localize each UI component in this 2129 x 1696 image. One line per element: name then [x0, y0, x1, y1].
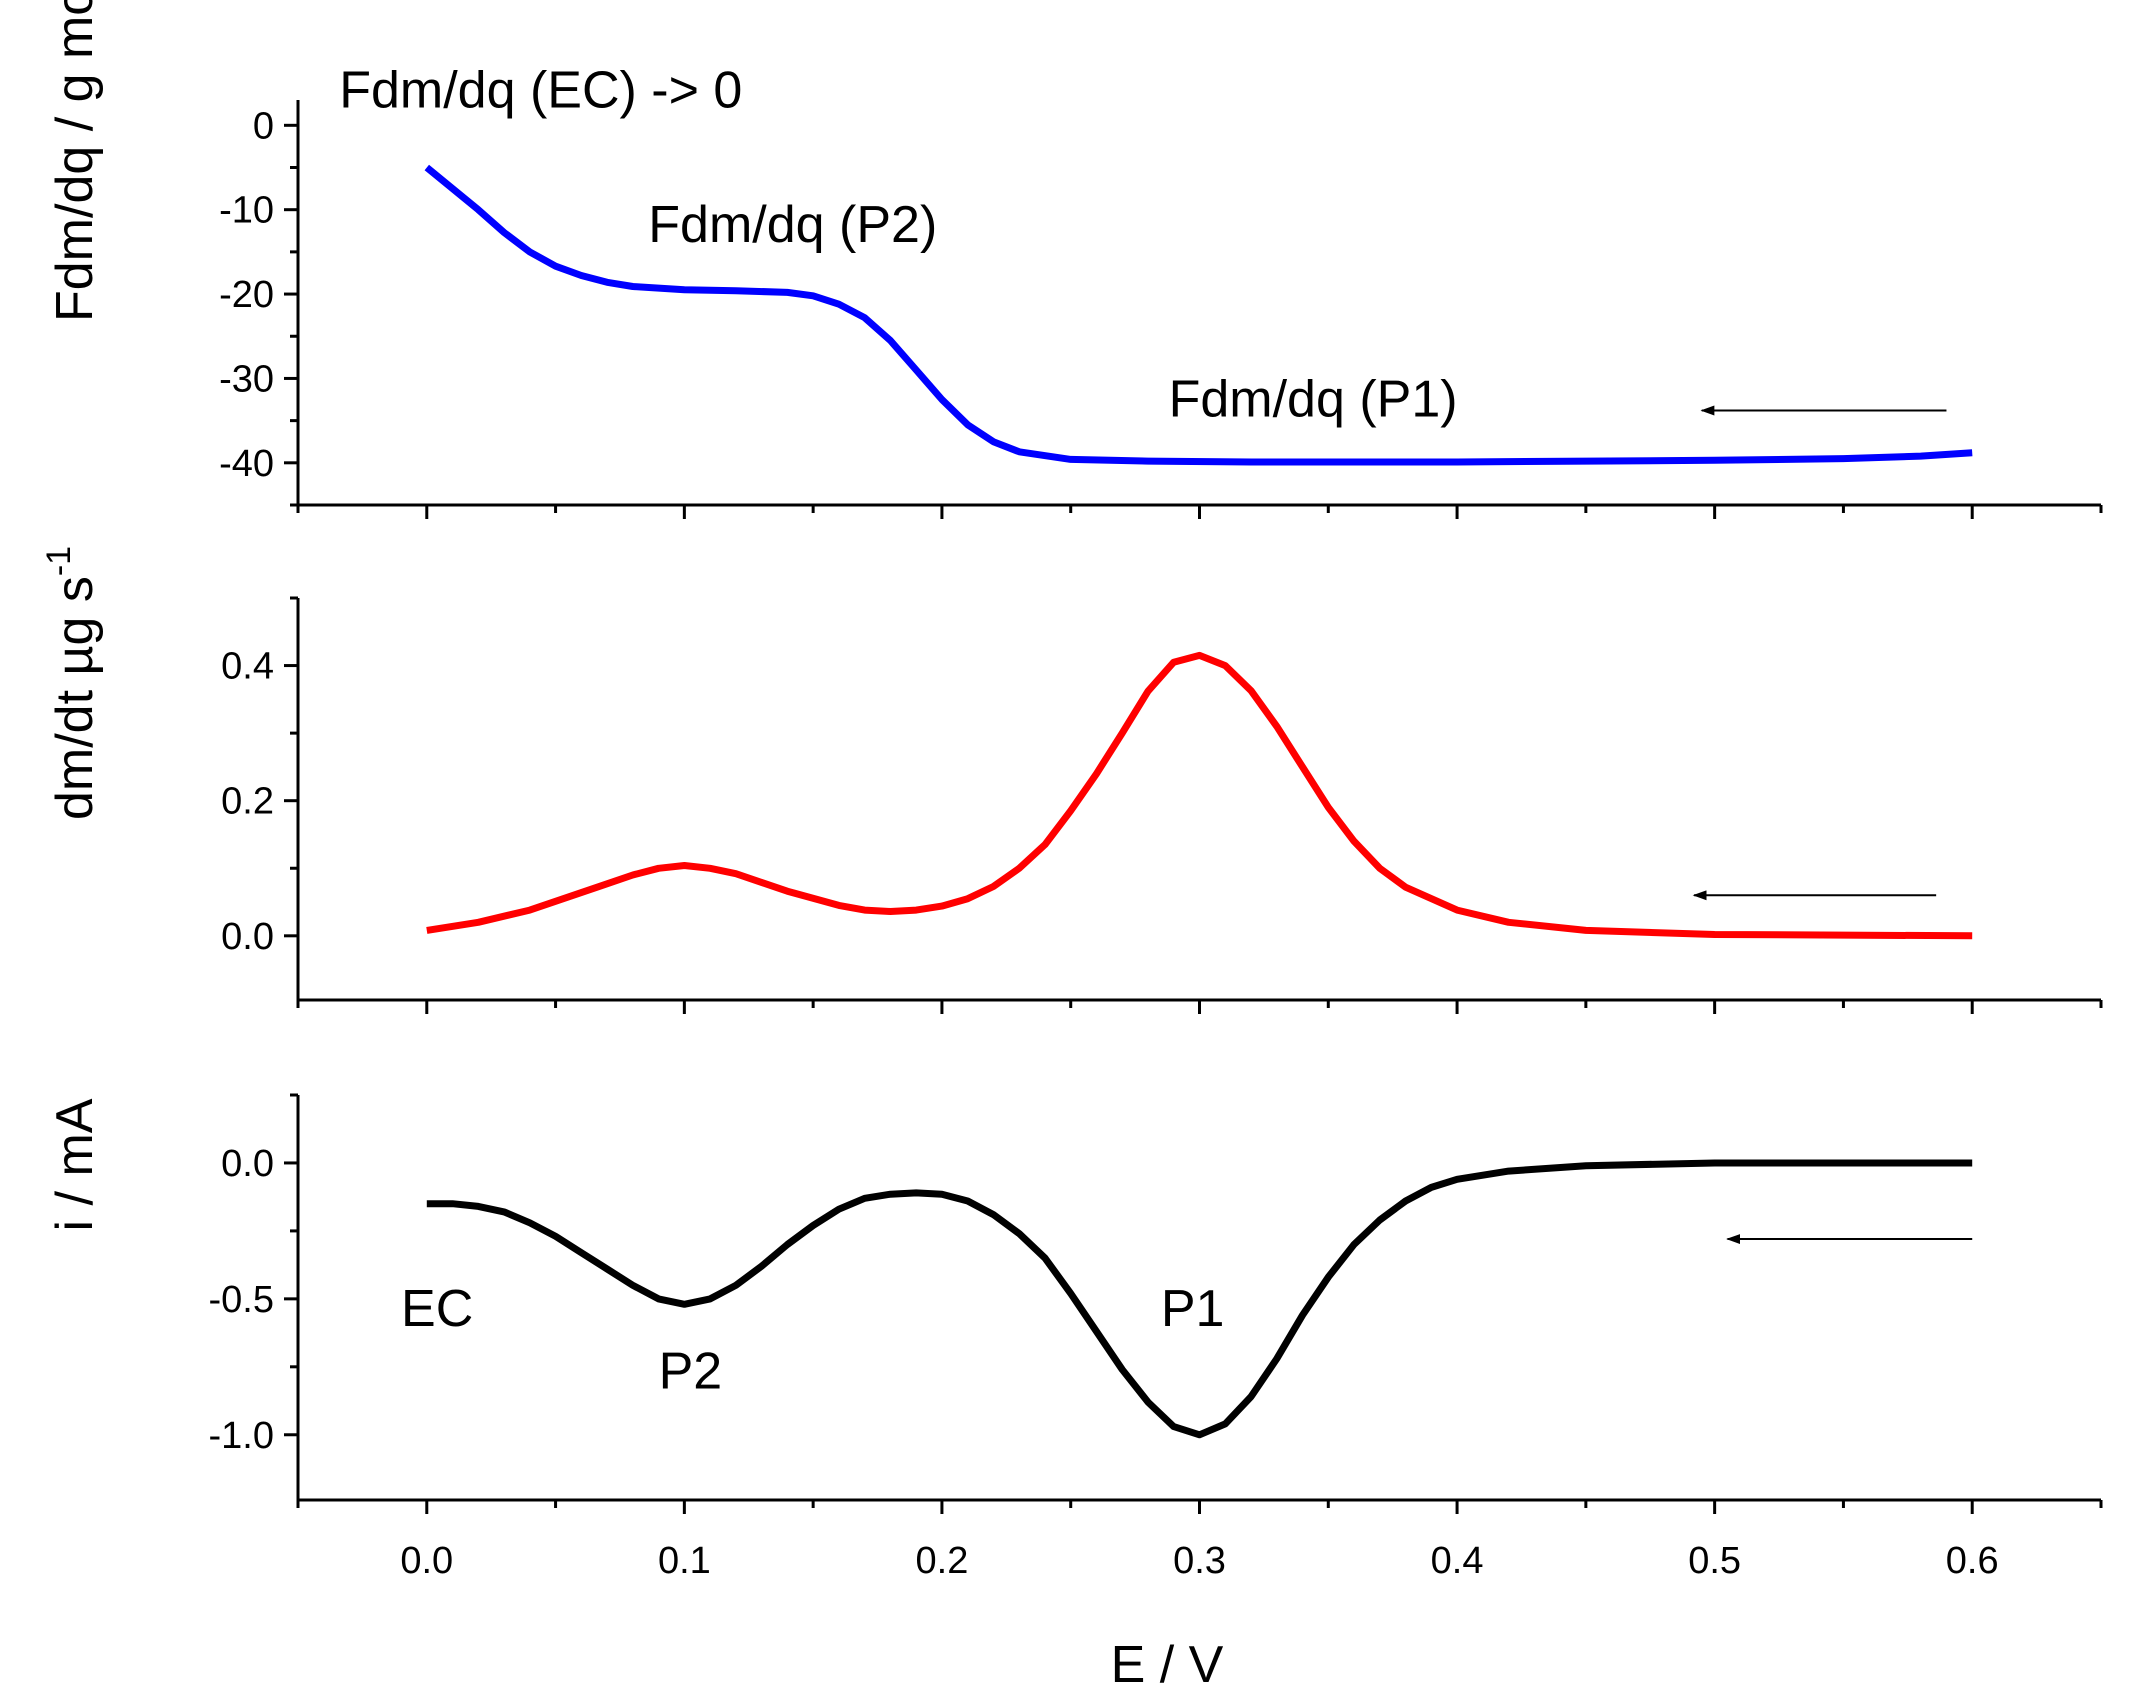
- y-tick-label: 0: [253, 105, 274, 147]
- y-tick-label: -1.0: [209, 1415, 274, 1457]
- x-tick-label: 0.2: [916, 1540, 969, 1582]
- annotation-label: Fdm/dq (EC) -> 0: [339, 62, 742, 120]
- x-tick-label: 0.5: [1688, 1540, 1741, 1582]
- series-line: [426, 651, 1973, 940]
- annotation-label: P2: [659, 1343, 723, 1401]
- series-line: [426, 1159, 1973, 1439]
- y-tick-label: -40: [219, 443, 274, 485]
- panel-fdmdq: Fdm/dq / g mol-1 0 -10 -20 -30 -40 Fdm/dq (EC…: [40, 0, 2103, 519]
- x-tick-label: 0.3: [1173, 1540, 1226, 1582]
- annotation-label: EC: [401, 1280, 473, 1338]
- panel-current: i / mA E / V 0.0 -0.5 -1.0 0.0 0.1 0.2 0.3 0.4 0…: [46, 1093, 2103, 1694]
- y-tick-label: -30: [219, 358, 274, 400]
- x-tick-label: 0.0: [400, 1540, 453, 1582]
- annotation-label: Fdm/dq (P2): [648, 196, 937, 254]
- y-tick-label: -0.5: [209, 1279, 274, 1321]
- xlabel: E / V: [1111, 1636, 1224, 1694]
- x-tick-label: 0.6: [1946, 1540, 1999, 1582]
- panel-dmdt: dm/dt µg s-1 0.0 0.2 0.4: [40, 546, 2103, 1014]
- annotation-label: P1: [1161, 1280, 1225, 1338]
- y-tick-label: 0.2: [221, 781, 274, 823]
- ylabel-current: i / mA: [46, 1098, 104, 1231]
- x-tick-label: 0.4: [1431, 1540, 1484, 1582]
- y-tick-label: 0.0: [221, 916, 274, 958]
- y-tick-label: 0.4: [221, 646, 274, 688]
- x-tick-label: 0.1: [658, 1540, 711, 1582]
- ylabel-fdmdq: Fdm/dq / g mol-1: [40, 0, 104, 322]
- series-line: [424, 164, 1973, 466]
- y-tick-label: 0.0: [221, 1143, 274, 1185]
- ylabel-dmdt: dm/dt µg s-1: [40, 546, 104, 820]
- y-tick-label: -20: [219, 274, 274, 316]
- annotation-label: Fdm/dq (P1): [1169, 370, 1458, 428]
- y-tick-label: -10: [219, 190, 274, 232]
